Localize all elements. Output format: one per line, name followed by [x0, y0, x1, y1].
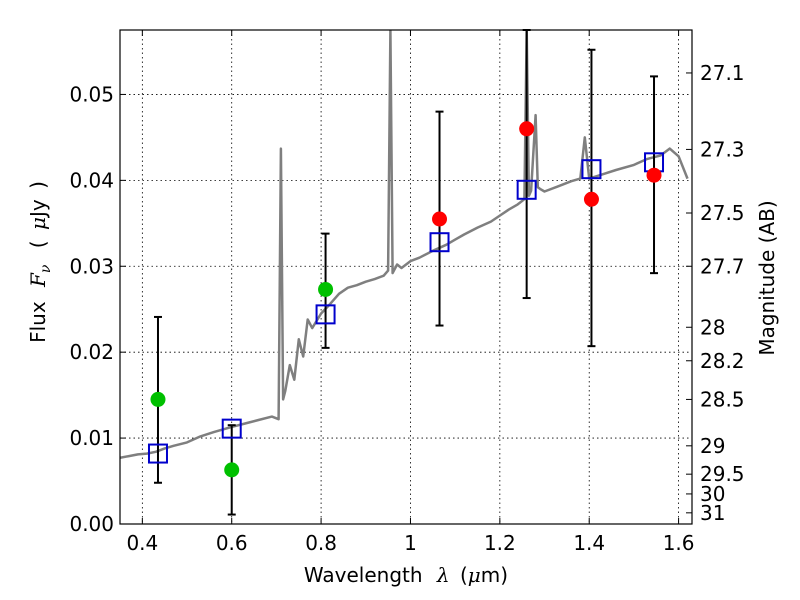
right-tick-label: 28.5 [700, 387, 745, 411]
data-point [150, 391, 166, 407]
y-axis-label: Flux Fν ( μJy ) [26, 181, 55, 343]
right-tick-label: 27.3 [700, 137, 745, 161]
y-tick-label: 0.04 [69, 168, 114, 192]
data-point [519, 121, 535, 137]
data-point [318, 281, 334, 297]
spectrum-layer [120, 30, 689, 460]
right-tick-label: 31 [700, 501, 725, 525]
right-tick-label: 29.5 [700, 462, 745, 486]
axis-ticks: 0.4 0.6 0.8 1 1.2 1.4 1.6 0.00 0.01 0.02 0.03 0.04 0… [69, 30, 745, 555]
right-tick-label: 30 [700, 482, 725, 506]
y-tick-label: 0.03 [69, 254, 114, 278]
x-tick-label: 1.4 [573, 531, 605, 555]
model-point [581, 159, 602, 180]
y-tick-label: 0.05 [69, 82, 114, 106]
model-point [315, 304, 336, 325]
x-tick-label: 0.8 [305, 531, 337, 555]
right-tick-label: 29 [700, 434, 725, 458]
right-tick-label: 27.7 [700, 254, 745, 278]
x-tick-label: 0.6 [216, 531, 248, 555]
plot-background [120, 30, 692, 524]
spectrum-line [120, 30, 689, 460]
model-point [429, 232, 450, 253]
right-tick-label: 27.5 [700, 201, 745, 225]
x-tick-label: 0.4 [126, 531, 158, 555]
y-tick-label: 0.01 [69, 426, 114, 450]
x-tick-label: 1.6 [663, 531, 695, 555]
model-point [147, 443, 168, 464]
data-point [224, 462, 240, 478]
x-tick-label: 1.2 [484, 531, 516, 555]
right-axis-label: Magnitude (AB) [755, 200, 779, 355]
data-point [583, 191, 599, 207]
data-point [432, 211, 448, 227]
model-point [221, 418, 242, 439]
right-tick-label: 28 [700, 315, 725, 339]
x-tick-label: 1 [404, 531, 417, 555]
y-tick-label: 0.00 [69, 512, 114, 536]
model-photometry-points [147, 152, 665, 464]
plot-frame [119, 29, 693, 525]
data-point [646, 167, 662, 183]
observed-points [150, 121, 662, 478]
x-axis-label: Wavelength λ (μm) [304, 563, 508, 587]
y-tick-label: 0.02 [69, 340, 114, 364]
right-tick-label: 28.2 [700, 349, 745, 373]
model-point [516, 179, 537, 200]
right-tick-label: 27.1 [700, 61, 745, 85]
